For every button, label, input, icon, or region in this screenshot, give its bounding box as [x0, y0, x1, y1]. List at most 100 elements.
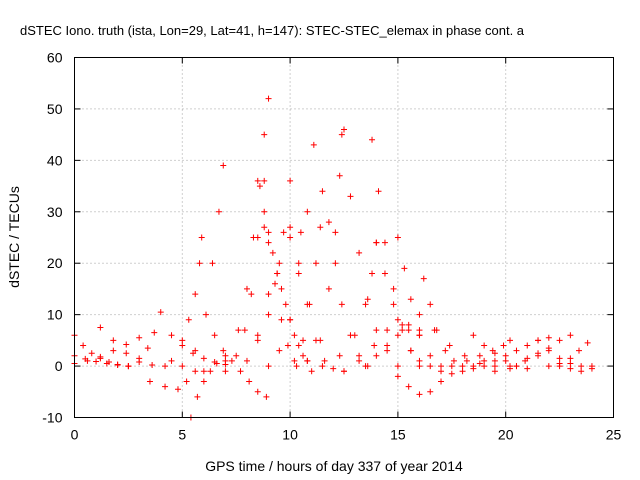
data-point: [200, 378, 207, 385]
data-point: [491, 357, 498, 364]
data-series: [71, 352, 132, 370]
data-series: [319, 239, 380, 370]
data-series: [535, 337, 595, 370]
data-point: [459, 368, 466, 375]
data-point: [448, 370, 455, 377]
data-point: [125, 363, 132, 370]
data-series: [513, 332, 574, 370]
data-point: [438, 363, 445, 370]
data-point: [179, 342, 186, 349]
data-point: [261, 177, 268, 184]
data-point: [300, 352, 307, 359]
data-point: [280, 229, 287, 236]
data-point: [524, 342, 531, 349]
data-series: [420, 275, 477, 372]
data-point: [317, 337, 324, 344]
data-point: [491, 350, 498, 357]
data-marks: [71, 95, 595, 421]
data-point: [507, 363, 514, 370]
data-point: [502, 357, 509, 364]
data-point: [459, 363, 466, 370]
x-tick-label: 15: [390, 427, 406, 443]
data-point: [287, 316, 294, 323]
data-series: [319, 188, 371, 370]
data-point: [254, 388, 261, 395]
data-point: [578, 363, 585, 370]
data-point: [338, 131, 345, 138]
data-point: [103, 360, 110, 367]
data-point: [491, 363, 498, 370]
data-point: [545, 334, 552, 341]
data-point: [588, 365, 595, 372]
data-point: [394, 373, 401, 380]
data-point: [243, 285, 250, 292]
data-point: [151, 329, 158, 336]
y-tick-label: 30: [47, 204, 63, 220]
data-point: [373, 239, 380, 246]
data-point: [278, 285, 285, 292]
data-point: [364, 296, 371, 303]
data-point: [438, 368, 445, 375]
data-point: [179, 337, 186, 344]
data-point: [481, 342, 488, 349]
data-point: [203, 311, 210, 318]
data-point: [450, 357, 457, 364]
data-point: [325, 219, 332, 226]
data-series: [416, 311, 514, 372]
data-point: [381, 270, 388, 277]
data-point: [394, 316, 401, 323]
data-point: [319, 188, 326, 195]
data-point: [287, 224, 294, 231]
data-point: [233, 352, 240, 359]
data-point: [265, 95, 272, 102]
data-point: [93, 358, 100, 365]
data-series: [304, 126, 347, 364]
data-point: [330, 365, 337, 372]
data-point: [384, 342, 391, 349]
data-point: [427, 363, 434, 370]
data-point: [274, 270, 281, 277]
data-point: [319, 363, 326, 370]
data-point: [254, 177, 261, 184]
data-point: [278, 316, 285, 323]
data-point: [304, 357, 311, 364]
y-axis-label: dSTEC / TECUs: [6, 186, 22, 288]
data-point: [394, 332, 401, 339]
data-series: [545, 339, 591, 370]
data-point: [291, 332, 298, 339]
data-point: [97, 353, 104, 360]
data-point: [351, 332, 358, 339]
data-point: [321, 357, 328, 364]
data-series: [168, 234, 205, 364]
y-tick-label: 10: [47, 307, 63, 323]
data-point: [556, 355, 563, 362]
data-point: [284, 342, 291, 349]
data-point: [293, 363, 300, 370]
data-point: [336, 352, 343, 359]
data-point: [192, 368, 199, 375]
data-point: [183, 378, 190, 385]
data-point: [144, 345, 151, 352]
y-tick-label: 40: [47, 152, 63, 168]
data-series: [125, 309, 164, 370]
data-point: [427, 388, 434, 395]
data-point: [198, 234, 205, 241]
x-tick-label: 0: [71, 427, 79, 443]
data-series: [187, 357, 229, 421]
data-point: [276, 260, 283, 267]
data-point: [416, 391, 423, 398]
data-point: [272, 280, 279, 287]
data-point: [373, 327, 380, 334]
data-point: [213, 360, 220, 367]
data-point: [470, 363, 477, 370]
plot-frame: [74, 57, 614, 418]
data-point: [461, 352, 468, 359]
data-point: [470, 332, 477, 339]
data-point: [110, 347, 117, 354]
data-series: [293, 224, 324, 370]
data-point: [287, 177, 294, 184]
data-point: [265, 239, 272, 246]
data-point: [567, 332, 574, 339]
data-point: [185, 316, 192, 323]
